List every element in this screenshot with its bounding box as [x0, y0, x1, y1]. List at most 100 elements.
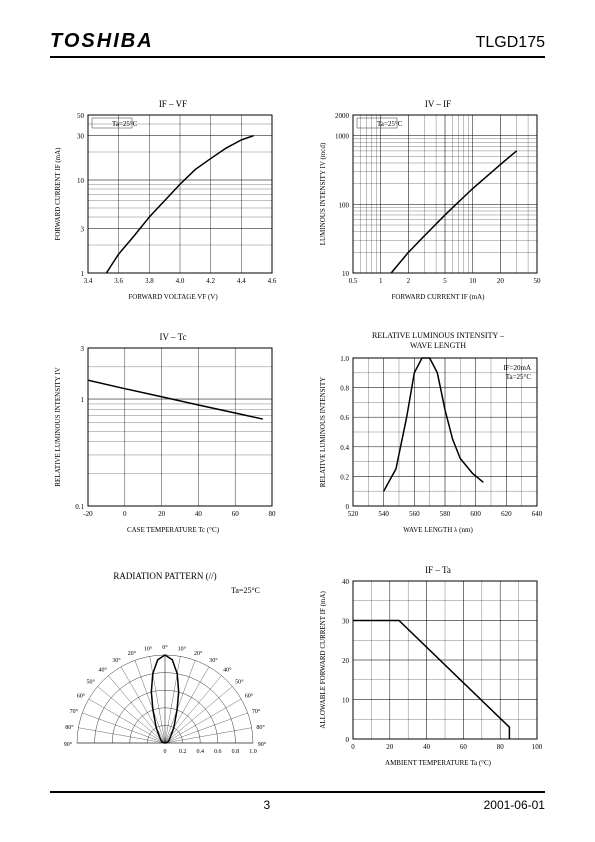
svg-text:20°: 20° [128, 650, 137, 657]
svg-text:70°: 70° [252, 708, 261, 715]
svg-text:50°: 50° [235, 679, 244, 686]
svg-text:20: 20 [158, 510, 166, 518]
svg-text:0: 0 [346, 503, 350, 511]
svg-text:Ta=25°C: Ta=25°C [231, 586, 260, 595]
svg-text:600: 600 [470, 510, 481, 518]
brand: TOSHIBA [50, 30, 154, 53]
svg-text:RELATIVE LUMINOUS INTENSITY: RELATIVE LUMINOUS INTENSITY IV [54, 367, 62, 486]
svg-text:0.6: 0.6 [214, 749, 222, 755]
svg-text:FORWARD VOLTAGE VF (V): FORWARD VOLTAGE VF (V) [128, 293, 218, 301]
svg-text:FORWARD CURRENT IF (mA): FORWARD CURRENT IF (mA) [54, 147, 62, 241]
svg-text:0.6: 0.6 [340, 414, 349, 422]
svg-text:3.4: 3.4 [84, 277, 93, 285]
svg-text:IV – Tc: IV – Tc [159, 332, 186, 342]
svg-text:FORWARD CURRENT IF (mA): FORWARD CURRENT IF (mA) [391, 293, 485, 301]
svg-text:IF – Ta: IF – Ta [425, 565, 451, 575]
svg-text:RELATIVE LUMINOUS INTENSITY –: RELATIVE LUMINOUS INTENSITY – [372, 331, 505, 340]
svg-text:AMBIENT TEMPERATURE Ta (°C: AMBIENT TEMPERATURE Ta (°C) [385, 759, 492, 767]
svg-text:40: 40 [195, 510, 203, 518]
chart-if-ta: IF – Ta020406080100010203040AMBIENT TEMP… [315, 561, 550, 776]
svg-text:RADIATION PATTERN (//): RADIATION PATTERN (//) [113, 571, 216, 581]
svg-text:1: 1 [81, 270, 85, 278]
svg-text:0: 0 [351, 743, 355, 751]
svg-text:10: 10 [342, 697, 350, 705]
svg-text:Ta=25°C: Ta=25°C [506, 373, 532, 381]
svg-text:1.0: 1.0 [249, 749, 257, 755]
svg-text:-20: -20 [83, 510, 93, 518]
svg-text:40°: 40° [98, 667, 107, 674]
svg-text:580: 580 [440, 510, 451, 518]
svg-text:20: 20 [386, 743, 394, 751]
svg-text:1: 1 [81, 396, 85, 404]
svg-text:IF=20mA: IF=20mA [503, 364, 531, 372]
svg-text:ALLOWABLE FORWARD CURRENT IF: ALLOWABLE FORWARD CURRENT IF (mA) [319, 591, 327, 729]
svg-text:WAVE LENGTH: WAVE LENGTH [410, 341, 466, 350]
chart-if-vf: IF – VF3.43.63.84.04.24.44.613103050FORW… [50, 95, 285, 310]
svg-text:3: 3 [81, 345, 85, 353]
svg-text:90°: 90° [258, 741, 267, 748]
svg-text:60: 60 [232, 510, 240, 518]
svg-text:10: 10 [469, 277, 477, 285]
svg-text:0: 0 [164, 749, 167, 755]
svg-text:50: 50 [534, 277, 542, 285]
header: TOSHIBA TLGD175 [50, 30, 545, 58]
svg-text:10°: 10° [178, 645, 187, 652]
svg-text:0°: 0° [162, 644, 168, 651]
svg-text:0.4: 0.4 [340, 444, 349, 452]
svg-text:0.4: 0.4 [196, 749, 204, 755]
charts-grid: IF – VF3.43.63.84.04.24.44.613103050FORW… [50, 95, 550, 776]
svg-text:1.0: 1.0 [340, 355, 349, 363]
svg-text:560: 560 [409, 510, 420, 518]
svg-text:IV – IF: IV – IF [425, 99, 451, 109]
svg-text:30°: 30° [112, 657, 121, 664]
svg-text:30: 30 [77, 133, 85, 141]
svg-text:10: 10 [77, 177, 85, 185]
svg-text:40: 40 [342, 578, 350, 586]
svg-text:60: 60 [460, 743, 468, 751]
svg-text:RELATIVE LUMINOUS INTENSITY: RELATIVE LUMINOUS INTENSITY [319, 377, 327, 487]
svg-text:2000: 2000 [335, 112, 350, 120]
svg-text:540: 540 [378, 510, 389, 518]
svg-text:3: 3 [81, 226, 85, 234]
svg-text:80°: 80° [65, 724, 74, 731]
svg-text:0.2: 0.2 [340, 473, 349, 481]
svg-text:20: 20 [497, 277, 505, 285]
svg-text:4.6: 4.6 [268, 277, 277, 285]
svg-text:90°: 90° [64, 741, 73, 748]
svg-text:10°: 10° [144, 645, 153, 652]
svg-text:20: 20 [342, 657, 350, 665]
svg-text:620: 620 [501, 510, 512, 518]
svg-text:30: 30 [342, 618, 350, 626]
svg-text:10: 10 [342, 270, 350, 278]
chart-radiation: RADIATION PATTERN (//) Ta=25°C 0° 10° 10° 20°… [50, 561, 285, 776]
svg-text:0.2: 0.2 [179, 749, 187, 755]
svg-text:IF – VF: IF – VF [159, 99, 187, 109]
svg-text:80: 80 [269, 510, 277, 518]
svg-text:1000: 1000 [335, 133, 350, 141]
svg-text:3.8: 3.8 [145, 277, 154, 285]
svg-text:640: 640 [532, 510, 543, 518]
svg-text:100: 100 [339, 201, 350, 209]
svg-text:0: 0 [346, 736, 350, 744]
svg-text:40°: 40° [223, 667, 232, 674]
chart-iv-tc: IV – Tc-200204060800.113CASE TEMPERATURE… [50, 328, 285, 543]
svg-text:3.6: 3.6 [114, 277, 123, 285]
svg-text:0.5: 0.5 [349, 277, 358, 285]
svg-text:2: 2 [407, 277, 411, 285]
svg-text:0.8: 0.8 [340, 385, 349, 393]
date: 2001-06-01 [484, 798, 545, 812]
footer: 3 2001-06-01 [50, 791, 545, 812]
chart-iv-if: IV – IF0.51251020501010010002000FORWARD … [315, 95, 550, 310]
svg-text:30°: 30° [209, 657, 218, 664]
chart-wavelength: RELATIVE LUMINOUS INTENSITY –WAVE LENGTH… [315, 328, 550, 543]
svg-text:20°: 20° [194, 650, 203, 657]
svg-text:70°: 70° [70, 708, 79, 715]
svg-text:50: 50 [77, 112, 85, 120]
svg-text:0: 0 [123, 510, 127, 518]
svg-text:4.2: 4.2 [206, 277, 215, 285]
svg-text:4.0: 4.0 [176, 277, 185, 285]
svg-text:60°: 60° [77, 693, 86, 700]
svg-text:80: 80 [497, 743, 505, 751]
svg-text:0.1: 0.1 [75, 503, 84, 511]
svg-text:5: 5 [443, 277, 447, 285]
